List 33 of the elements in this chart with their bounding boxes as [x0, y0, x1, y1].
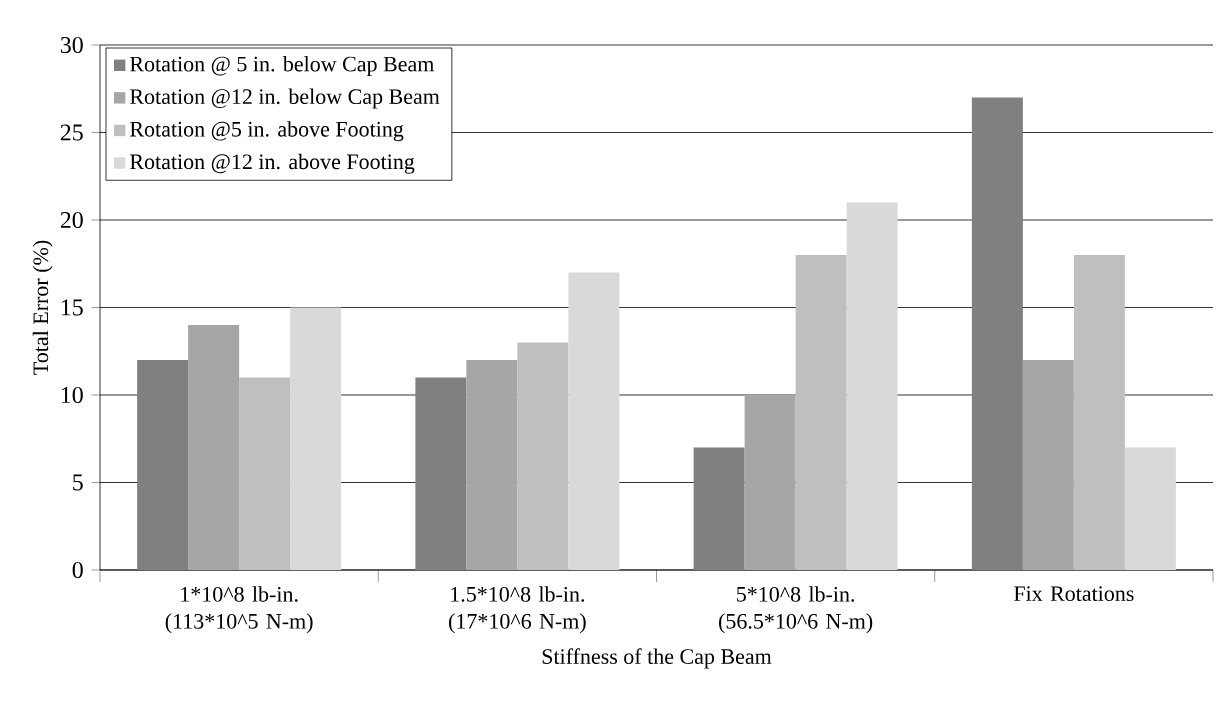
y-tick-label: 20	[60, 211, 83, 229]
bar	[971, 97, 1023, 570]
x-tick-label: 1.5*10^8 lb-in. (17*10^6 N-m)	[449, 586, 586, 634]
bar	[415, 377, 467, 570]
bar	[744, 394, 796, 570]
y-tick-label: 25	[60, 124, 83, 141]
legend-label: Rotation @12 in. below Cap Beam	[129, 88, 440, 109]
bar	[466, 359, 518, 570]
y-tick-label: 15	[61, 299, 83, 316]
bar	[137, 359, 189, 570]
bar	[846, 202, 898, 570]
bar	[1022, 359, 1074, 570]
legend-label: Rotation @12 in. above Footing	[129, 153, 415, 174]
bar	[1124, 447, 1176, 570]
bar	[795, 254, 847, 570]
bar	[517, 342, 569, 570]
bar	[568, 272, 620, 570]
bar	[239, 377, 291, 570]
x-tick-label: Fix Rotations	[1013, 586, 1134, 602]
y-tick-label: 5	[73, 474, 83, 491]
bar	[1073, 254, 1125, 570]
bar	[290, 307, 342, 570]
y-axis-title: Total Error (%)	[32, 240, 53, 375]
y-tick-label: 10	[61, 386, 83, 404]
y-tick-label: 30	[60, 36, 83, 54]
bar	[693, 447, 745, 570]
x-tick-label: 5*10^8 lb-in. (56.5*10^6 N-m)	[719, 586, 873, 634]
x-axis-title: Stiffness of the Cap Beam	[542, 648, 772, 669]
legend-label: Rotation @ 5 in. below Cap Beam	[129, 56, 435, 76]
x-tick-label: 1*10^8 lb-in. (113*10^5 N-m)	[165, 586, 313, 634]
y-tick-label: 0	[72, 561, 83, 579]
legend-label: Rotation @5 in. above Footing	[129, 121, 404, 142]
bar	[188, 324, 240, 570]
